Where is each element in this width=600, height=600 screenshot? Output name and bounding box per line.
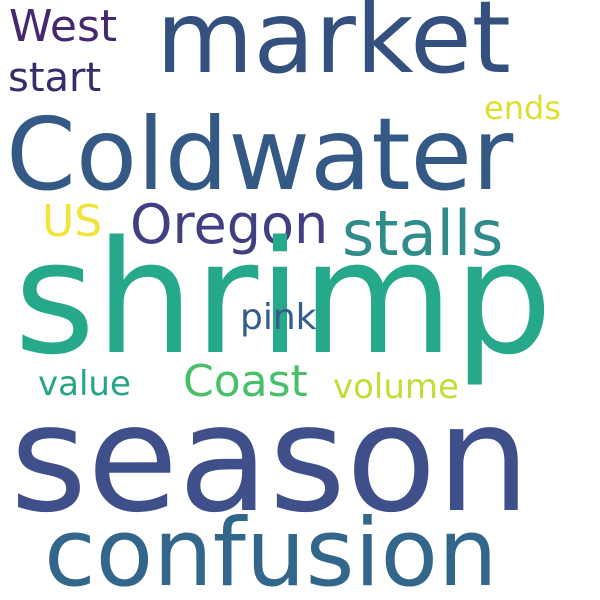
word-market: market xyxy=(156,0,511,96)
word-coast: Coast xyxy=(183,356,308,407)
word-coldwater: Coldwater xyxy=(6,96,514,213)
word-season: season xyxy=(10,373,531,545)
word-west: West xyxy=(9,1,118,52)
word-stalls: stalls xyxy=(342,197,504,270)
word-us: US xyxy=(42,196,103,247)
word-ends: ends xyxy=(484,89,561,127)
word-volume: volume xyxy=(333,367,459,407)
word-start: start xyxy=(8,55,102,101)
word-oregon: Oregon xyxy=(130,193,329,256)
word-pink: pink xyxy=(240,297,317,338)
word-value: value xyxy=(38,364,131,404)
word-shrimp: shrimp xyxy=(14,207,553,389)
word-confusion: confusion xyxy=(44,499,498,600)
